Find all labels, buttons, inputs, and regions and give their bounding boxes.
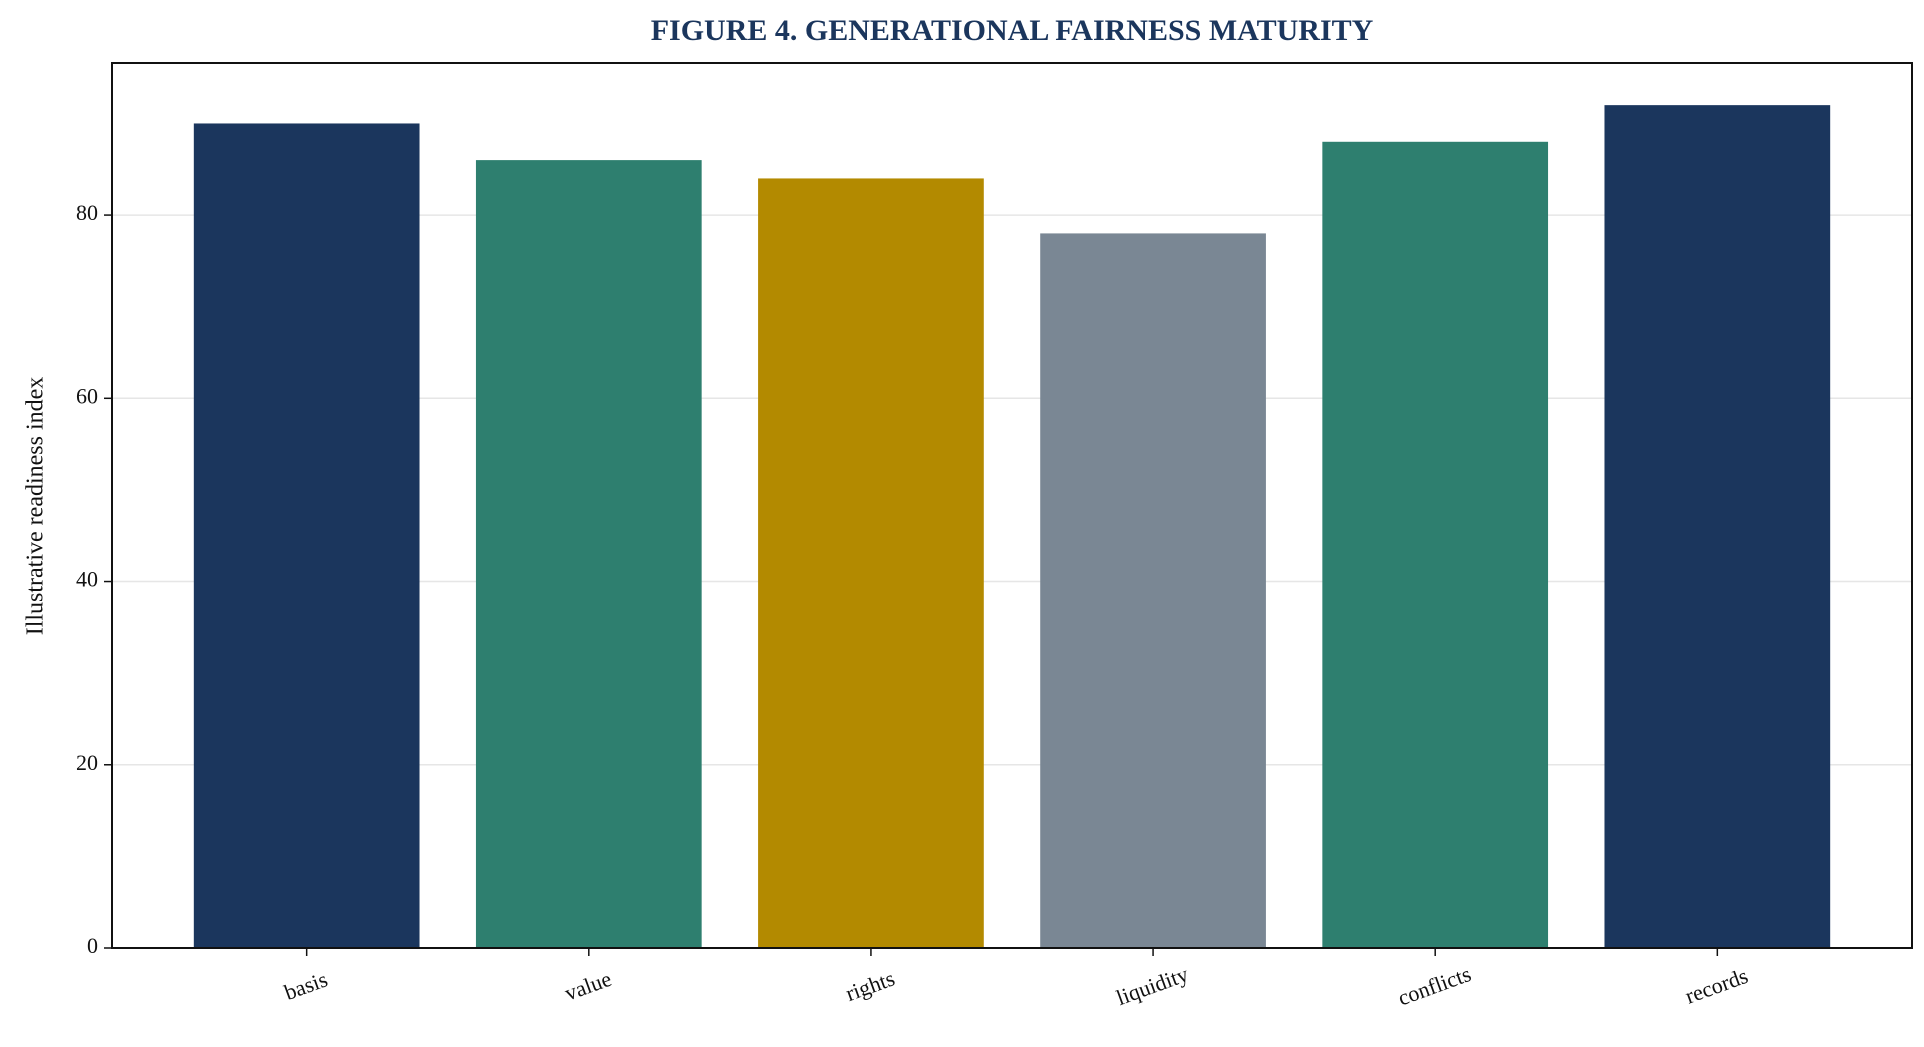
- plot-frame: [111, 62, 1913, 949]
- bar: [1322, 141, 1549, 948]
- y-axis-label: Illustrative readiness index: [23, 377, 49, 636]
- x-tick-label: basis: [281, 966, 331, 1005]
- x-tick-label: value: [561, 966, 614, 1006]
- bar: [475, 160, 702, 948]
- x-tick-label: rights: [842, 965, 898, 1006]
- x-tick-label: records: [1682, 963, 1751, 1009]
- x-tick-label: conflicts: [1394, 961, 1474, 1010]
- y-tick-label: 60: [76, 383, 98, 408]
- chart-title: FIGURE 4. GENERATIONAL FAIRNESS MATURITY: [651, 14, 1374, 47]
- bar: [193, 123, 420, 949]
- bar: [758, 178, 984, 948]
- x-tick-label: liquidity: [1113, 961, 1192, 1010]
- y-tick-label: 40: [76, 567, 98, 592]
- y-tick-label: 0: [87, 933, 98, 958]
- y-tick-label: 20: [76, 750, 98, 775]
- y-tick-label: 80: [76, 200, 98, 225]
- bar: [1040, 233, 1266, 948]
- bar: [1604, 105, 1831, 948]
